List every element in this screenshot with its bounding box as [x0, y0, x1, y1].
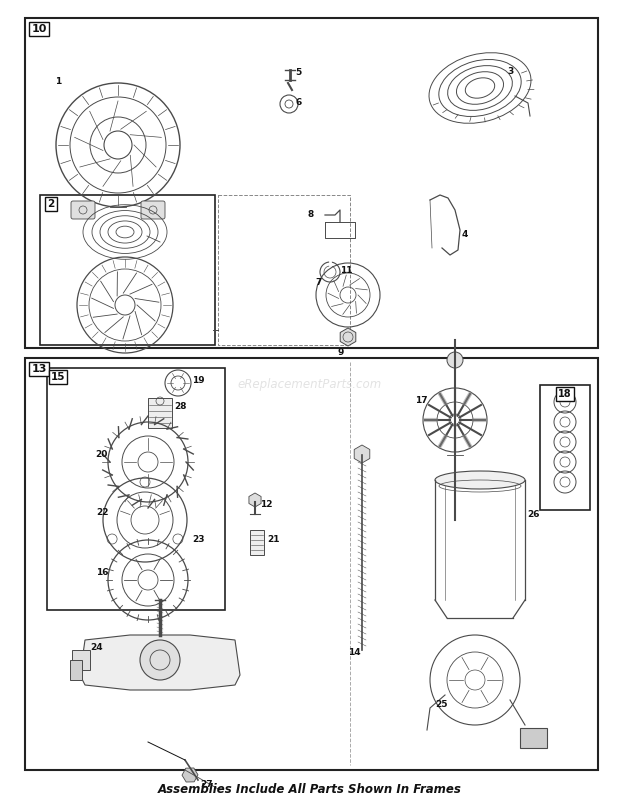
Bar [25, 18, 598, 348]
Text: 7: 7 [315, 278, 321, 287]
Text: 5: 5 [295, 68, 301, 77]
Text: Assemblies Include All Parts Shown In Frames: Assemblies Include All Parts Shown In Fr… [158, 783, 462, 796]
Bar [72, 650, 90, 670]
Bar [148, 398, 172, 428]
Text: 19: 19 [192, 376, 205, 385]
Text: 25: 25 [435, 700, 448, 709]
Text: 2: 2 [47, 199, 55, 209]
Circle shape [140, 640, 180, 680]
Text: 16: 16 [96, 568, 108, 577]
Bar [540, 385, 590, 510]
Text: eReplacementParts.com: eReplacementParts.com [238, 378, 382, 391]
Text: 6: 6 [295, 98, 301, 107]
Text: 23: 23 [192, 535, 205, 544]
Text: 13: 13 [32, 364, 46, 374]
Bar [250, 530, 264, 555]
Circle shape [447, 352, 463, 368]
Text: 14: 14 [348, 648, 361, 657]
Text: 21: 21 [267, 535, 280, 544]
Text: 26: 26 [527, 510, 539, 519]
Text: 24: 24 [90, 643, 103, 652]
Text: 9: 9 [337, 348, 343, 357]
Text: 1: 1 [55, 77, 61, 86]
Text: 15: 15 [51, 372, 65, 382]
Text: 11: 11 [340, 266, 353, 275]
Text: 17: 17 [415, 396, 428, 405]
Bar [218, 195, 350, 345]
Bar [520, 728, 547, 748]
Text: 8: 8 [307, 210, 313, 219]
Text: 10: 10 [32, 24, 46, 34]
Text: 27: 27 [200, 780, 213, 789]
Polygon shape [80, 635, 240, 690]
Text: 20: 20 [95, 450, 107, 459]
FancyBboxPatch shape [141, 201, 165, 219]
Bar [70, 660, 82, 680]
Text: 3: 3 [507, 67, 513, 76]
FancyBboxPatch shape [71, 201, 95, 219]
Text: 18: 18 [558, 389, 572, 399]
Text: 12: 12 [260, 500, 273, 509]
Text: 22: 22 [96, 508, 108, 517]
Text: 28: 28 [174, 402, 187, 411]
Bar [40, 195, 215, 345]
Text: 4: 4 [462, 230, 468, 239]
Bar [25, 358, 598, 770]
Ellipse shape [435, 471, 525, 489]
Bar [47, 368, 225, 610]
